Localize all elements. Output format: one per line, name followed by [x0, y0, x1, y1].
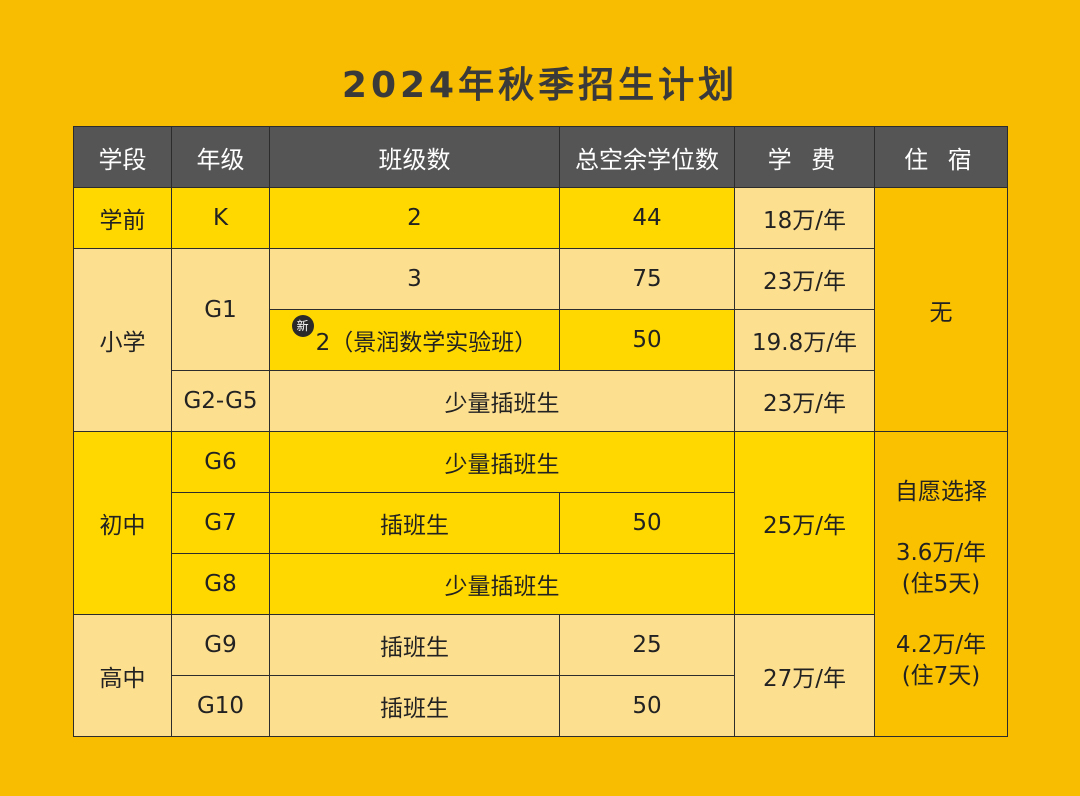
- header-classes: 班级数: [269, 126, 560, 188]
- grade-cell: G10: [171, 675, 270, 737]
- classes-cell: 插班生: [269, 675, 560, 737]
- header-row: 学段 年级 班级数 总空余学位数 学 费 住 宿: [73, 126, 1008, 188]
- grade-cell: G2-G5: [171, 370, 270, 432]
- stage-cell: 初中: [73, 431, 172, 615]
- fee-cell: 27万/年: [734, 614, 875, 737]
- boarding-optional: 自愿选择: [895, 478, 987, 505]
- table-row: 小学 G1 3 75 23万/年: [73, 248, 1008, 432]
- seats-cell: 50: [559, 309, 735, 371]
- fee-cell: 19.8万/年: [734, 309, 875, 371]
- boarding-cell: 无: [874, 187, 1008, 432]
- table-row: G8 少量插班生: [74, 553, 1008, 615]
- header-seats: 总空余学位数: [559, 126, 735, 188]
- table-row: 高中 G9 插班生 25 27万/年: [73, 614, 1008, 737]
- classes-cell: 插班生: [269, 614, 560, 676]
- header-grade: 年级: [171, 126, 270, 188]
- fee-cell: 25万/年: [734, 431, 875, 615]
- grade-cell: K: [171, 187, 270, 249]
- table-row: G2-G5 少量插班生 23万/年: [74, 370, 1008, 432]
- header-stage: 学段: [73, 126, 172, 188]
- boarding-opt1-note: (住5天): [901, 570, 981, 597]
- classes-text: 2（景润数学实验班）: [315, 330, 538, 356]
- fee-cell: 23万/年: [734, 370, 875, 432]
- seats-cell: 25: [559, 614, 735, 676]
- classes-cell: 2: [269, 187, 560, 249]
- grade-cell: G6: [171, 431, 270, 493]
- seats-cell: 50: [559, 675, 735, 737]
- boarding-cell: 自愿选择 3.6万/年 (住5天) 4.2万/年 (住7天): [874, 431, 1008, 737]
- classes-cell: 少量插班生: [269, 553, 735, 615]
- seats-cell: 75: [559, 248, 735, 310]
- seats-cell: 44: [559, 187, 735, 249]
- header-boarding: 住 宿: [874, 126, 1008, 188]
- fee-cell: 23万/年: [734, 248, 875, 310]
- page-title: 2024年秋季招生计划: [341, 65, 739, 106]
- boarding-opt2-price: 4.2万/年: [895, 631, 987, 658]
- classes-cell: 少量插班生: [269, 431, 735, 493]
- grade-cell: G7: [171, 492, 270, 554]
- boarding-opt2-note: (住7天): [901, 662, 981, 689]
- table-row: G7 插班生 50: [74, 492, 1008, 554]
- table-row: 新2（景润数学实验班） 50 19.8万/年: [74, 309, 1008, 371]
- classes-cell: 3: [269, 248, 560, 310]
- header-fee: 学 费: [734, 126, 875, 188]
- grade-cell: G1: [171, 248, 270, 371]
- stage-cell: 高中: [73, 614, 172, 737]
- classes-cell: 新2（景润数学实验班）: [269, 309, 560, 371]
- fee-cell: 18万/年: [734, 187, 875, 249]
- table-row: 初中 G6 少量插班生 25万/年 自愿选择 3.6万/年 (住5天) 4.2万…: [73, 431, 1008, 737]
- admission-table: 学段 年级 班级数 总空余学位数 学 费 住 宿 学前 K 2 44 18万/年…: [73, 126, 1008, 737]
- classes-cell: 少量插班生: [269, 370, 735, 432]
- stage-cell: 小学: [73, 248, 172, 432]
- stage-cell: 学前: [73, 187, 172, 249]
- new-badge-icon: 新: [291, 315, 314, 337]
- table-row: 学前 K 2 44 18万/年 无: [73, 187, 1008, 432]
- seats-cell: 50: [559, 492, 735, 554]
- boarding-opt1-price: 3.6万/年: [895, 539, 987, 566]
- classes-cell: 插班生: [269, 492, 560, 554]
- grade-cell: G9: [171, 614, 270, 676]
- grade-cell: G8: [171, 553, 270, 615]
- table-row: G10 插班生 50: [74, 675, 1008, 737]
